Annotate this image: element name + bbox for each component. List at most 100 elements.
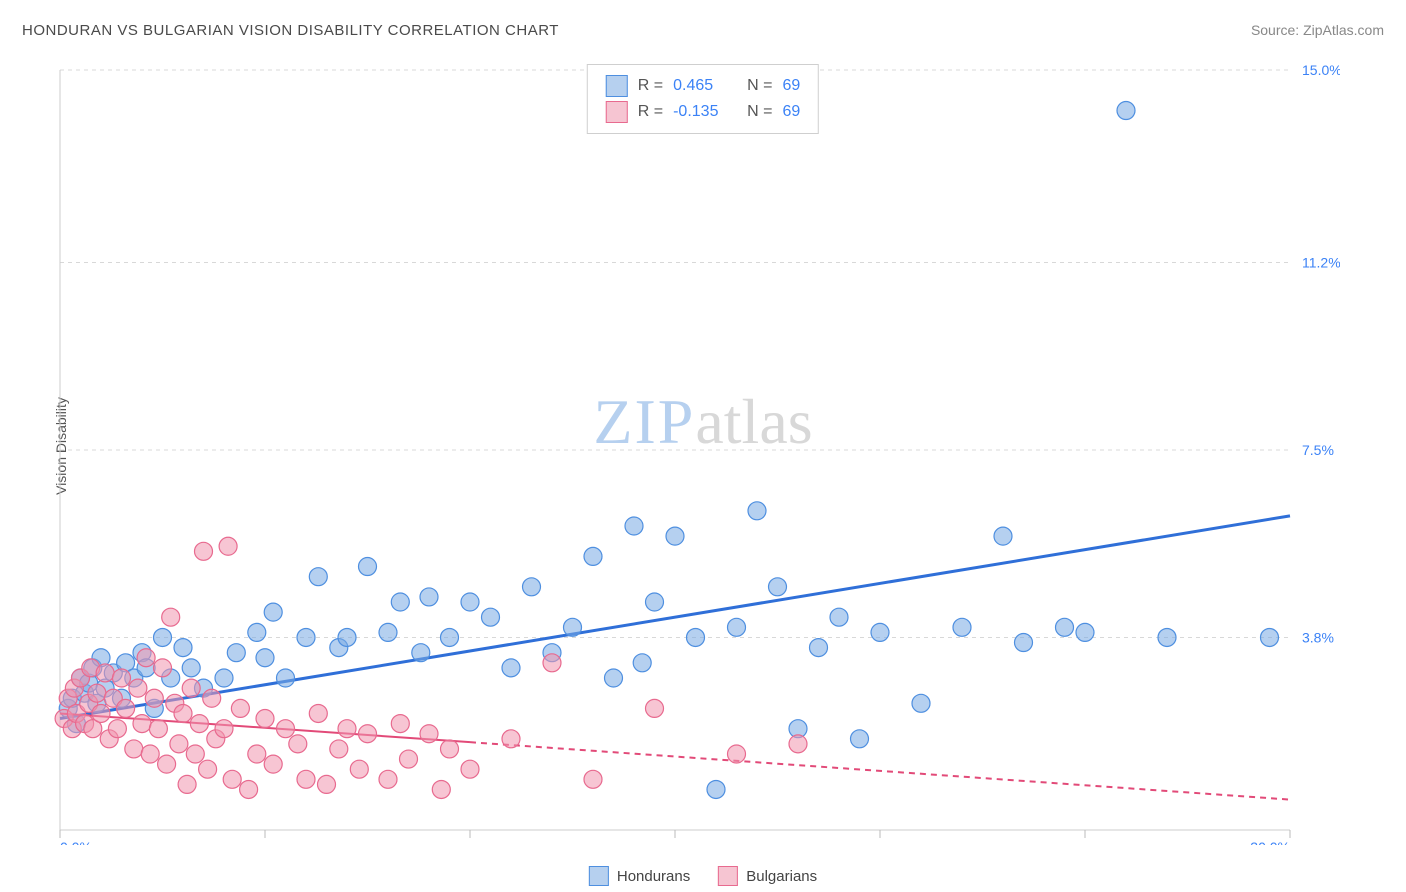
data-point [125,740,143,758]
data-point [584,547,602,565]
data-point [182,659,200,677]
data-point [182,679,200,697]
data-point [350,760,368,778]
chart-title: HONDURAN VS BULGARIAN VISION DISABILITY … [22,22,559,39]
legend-label: Bulgarians [746,868,817,885]
legend-n-label: N = [747,77,772,95]
data-point [646,699,664,717]
x-tick-label: 30.0% [1250,839,1290,845]
data-point [379,623,397,641]
data-point [728,745,746,763]
data-point [666,527,684,545]
data-point [391,593,409,611]
data-point [195,542,213,560]
data-point [912,694,930,712]
data-point [133,715,151,733]
data-point [625,517,643,535]
data-point [219,537,237,555]
data-point [830,608,848,626]
data-point [633,654,651,672]
data-point [199,760,217,778]
data-point [96,664,114,682]
data-point [412,644,430,662]
legend-row: R = 0.465 N = 69 [606,75,800,97]
x-tick-label: 0.0% [60,839,92,845]
legend-swatch [718,866,738,886]
data-point [129,679,147,697]
data-point [1015,634,1033,652]
y-tick-label: 15.0% [1302,62,1340,78]
data-point [502,730,520,748]
data-point [190,715,208,733]
data-point [338,628,356,646]
data-point [231,699,249,717]
legend-swatch [606,75,628,97]
data-point [113,669,131,687]
legend-r-label: R = [638,103,663,121]
data-point [309,704,327,722]
data-point [338,720,356,738]
data-point [117,699,135,717]
data-point [227,644,245,662]
data-point [174,639,192,657]
legend-r-value: 0.465 [673,77,737,95]
data-point [223,770,241,788]
data-point [141,745,159,763]
data-point [215,669,233,687]
data-point [564,618,582,636]
y-tick-label: 3.8% [1302,629,1334,645]
data-point [391,715,409,733]
y-tick-label: 7.5% [1302,442,1334,458]
data-point [203,689,221,707]
data-point [420,588,438,606]
data-point [543,654,561,672]
legend-n-label: N = [747,103,772,121]
data-point [953,618,971,636]
data-point [330,740,348,758]
data-point [769,578,787,596]
data-point [88,684,106,702]
data-point [441,628,459,646]
data-point [687,628,705,646]
data-point [256,649,274,667]
data-point [851,730,869,748]
legend-row: R = -0.135 N = 69 [606,101,800,123]
data-point [482,608,500,626]
data-point [461,593,479,611]
data-point [162,608,180,626]
data-point [1158,628,1176,646]
data-point [318,775,336,793]
data-point [646,593,664,611]
data-point [240,780,258,798]
data-point [994,527,1012,545]
legend-label: Hondurans [617,868,690,885]
data-point [154,628,172,646]
legend-item: Bulgarians [718,866,817,886]
data-point [297,628,315,646]
data-point [248,623,266,641]
data-point [871,623,889,641]
data-point [154,659,172,677]
data-point [289,735,307,753]
data-point [789,735,807,753]
data-point [1117,102,1135,120]
y-tick-label: 11.2% [1302,255,1340,271]
data-point [186,745,204,763]
data-point [297,770,315,788]
legend-swatch [606,101,628,123]
data-point [523,578,541,596]
data-point [215,720,233,738]
data-point [810,639,828,657]
chart-source: Source: ZipAtlas.com [1251,22,1384,38]
data-point [92,704,110,722]
data-point [309,568,327,586]
legend-swatch [589,866,609,886]
data-point [158,755,176,773]
data-point [748,502,766,520]
data-point [137,649,155,667]
data-point [502,659,520,677]
data-point [400,750,418,768]
data-point [1056,618,1074,636]
data-point [248,745,266,763]
data-point [149,720,167,738]
